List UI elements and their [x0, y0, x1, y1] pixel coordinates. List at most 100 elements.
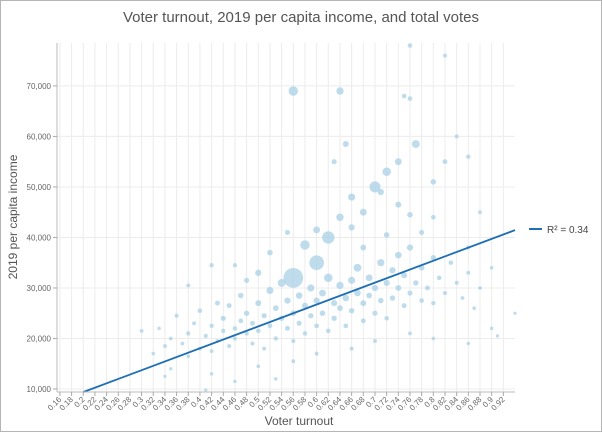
y-tick-label: 10,000: [27, 385, 52, 394]
data-point: [411, 140, 420, 148]
data-point: [331, 315, 337, 321]
data-point: [319, 310, 326, 316]
data-point: [326, 328, 331, 334]
data-point: [244, 277, 250, 283]
data-point: [384, 315, 389, 321]
data-point: [168, 336, 173, 341]
data-point: [348, 307, 355, 314]
data-point: [336, 213, 344, 221]
data-point: [238, 292, 244, 299]
data-point: [255, 269, 262, 276]
data-point: [394, 158, 402, 166]
data-point: [186, 331, 191, 336]
data-point: [284, 229, 291, 235]
data-point: [302, 331, 308, 336]
data-point: [267, 249, 273, 256]
data-point: [353, 263, 362, 272]
data-point: [431, 300, 436, 306]
data-point: [395, 285, 402, 291]
data-point: [151, 351, 156, 356]
data-point: [221, 328, 226, 334]
data-point: [377, 188, 384, 196]
data-point: [378, 297, 384, 304]
data-point: [261, 313, 267, 319]
data-point: [233, 379, 237, 384]
data-point: [209, 372, 214, 376]
data-point: [425, 285, 430, 291]
data-point: [296, 320, 302, 326]
data-point: [419, 298, 424, 303]
data-point: [331, 300, 338, 307]
y-axis-label: 2019 per capita income: [6, 154, 20, 279]
x-axis-label: Voter turnout: [265, 414, 334, 428]
data-point: [343, 323, 349, 329]
data-point: [285, 325, 290, 331]
data-point: [354, 289, 361, 297]
data-point: [157, 326, 161, 331]
data-point: [266, 286, 274, 295]
data-point: [466, 154, 471, 159]
data-point: [232, 263, 238, 268]
data-point: [313, 297, 320, 304]
data-point: [442, 53, 447, 58]
grid: [57, 43, 515, 392]
data-point: [214, 300, 220, 306]
data-point: [336, 87, 344, 95]
data-point: [163, 374, 167, 378]
y-ticks: 10,000 20,000 30,000 40,000 50,000 60,000 70,0…: [27, 82, 57, 394]
data-point: [342, 141, 349, 147]
data-point: [366, 292, 373, 299]
data-point: [382, 167, 391, 177]
data-point: [466, 270, 471, 275]
legend-r-squared: R² = 0.34: [547, 225, 589, 236]
data-point: [232, 336, 238, 341]
data-point: [349, 346, 354, 351]
data-point: [436, 275, 442, 281]
data-point: [322, 231, 335, 244]
data-point: [430, 254, 436, 261]
y-tick-label: 60,000: [27, 132, 52, 141]
data-point: [466, 341, 471, 346]
data-point: [204, 388, 208, 392]
data-point: [360, 318, 366, 324]
data-point: [272, 305, 279, 312]
data-point: [389, 295, 396, 301]
data-point: [348, 276, 356, 284]
data-point: [513, 311, 517, 315]
data-point: [442, 159, 448, 165]
y-tick-label: 50,000: [27, 183, 52, 192]
data-point: [454, 280, 459, 285]
data-point: [331, 159, 337, 165]
data-point: [495, 334, 500, 338]
data-point: [383, 232, 390, 238]
data-point: [174, 313, 179, 318]
data-point: [255, 328, 261, 334]
data-point: [369, 181, 381, 193]
data-point: [314, 323, 320, 329]
data-point: [256, 364, 261, 369]
data-point: [288, 86, 299, 96]
data-point: [238, 318, 244, 324]
data-point: [336, 281, 344, 290]
data-point: [209, 323, 214, 329]
data-point: [407, 211, 413, 218]
data-point: [489, 265, 494, 270]
data-point: [301, 302, 308, 309]
data-point: [274, 377, 278, 381]
data-point: [407, 43, 413, 48]
data-point: [291, 359, 296, 364]
data-point: [395, 201, 402, 208]
data-point: [372, 310, 378, 316]
data-point: [373, 339, 377, 343]
data-point: [478, 210, 482, 215]
data-point: [472, 306, 476, 310]
data-point: [401, 303, 407, 309]
data-point: [359, 208, 367, 216]
data-point: [431, 336, 436, 341]
data-point: [243, 310, 250, 316]
y-tick-label: 70,000: [27, 82, 52, 91]
x-tick-label: 0.92: [489, 395, 507, 413]
chart-title: Voter turnout, 2019 per capita income, a…: [123, 9, 479, 26]
data-point: [277, 278, 286, 287]
